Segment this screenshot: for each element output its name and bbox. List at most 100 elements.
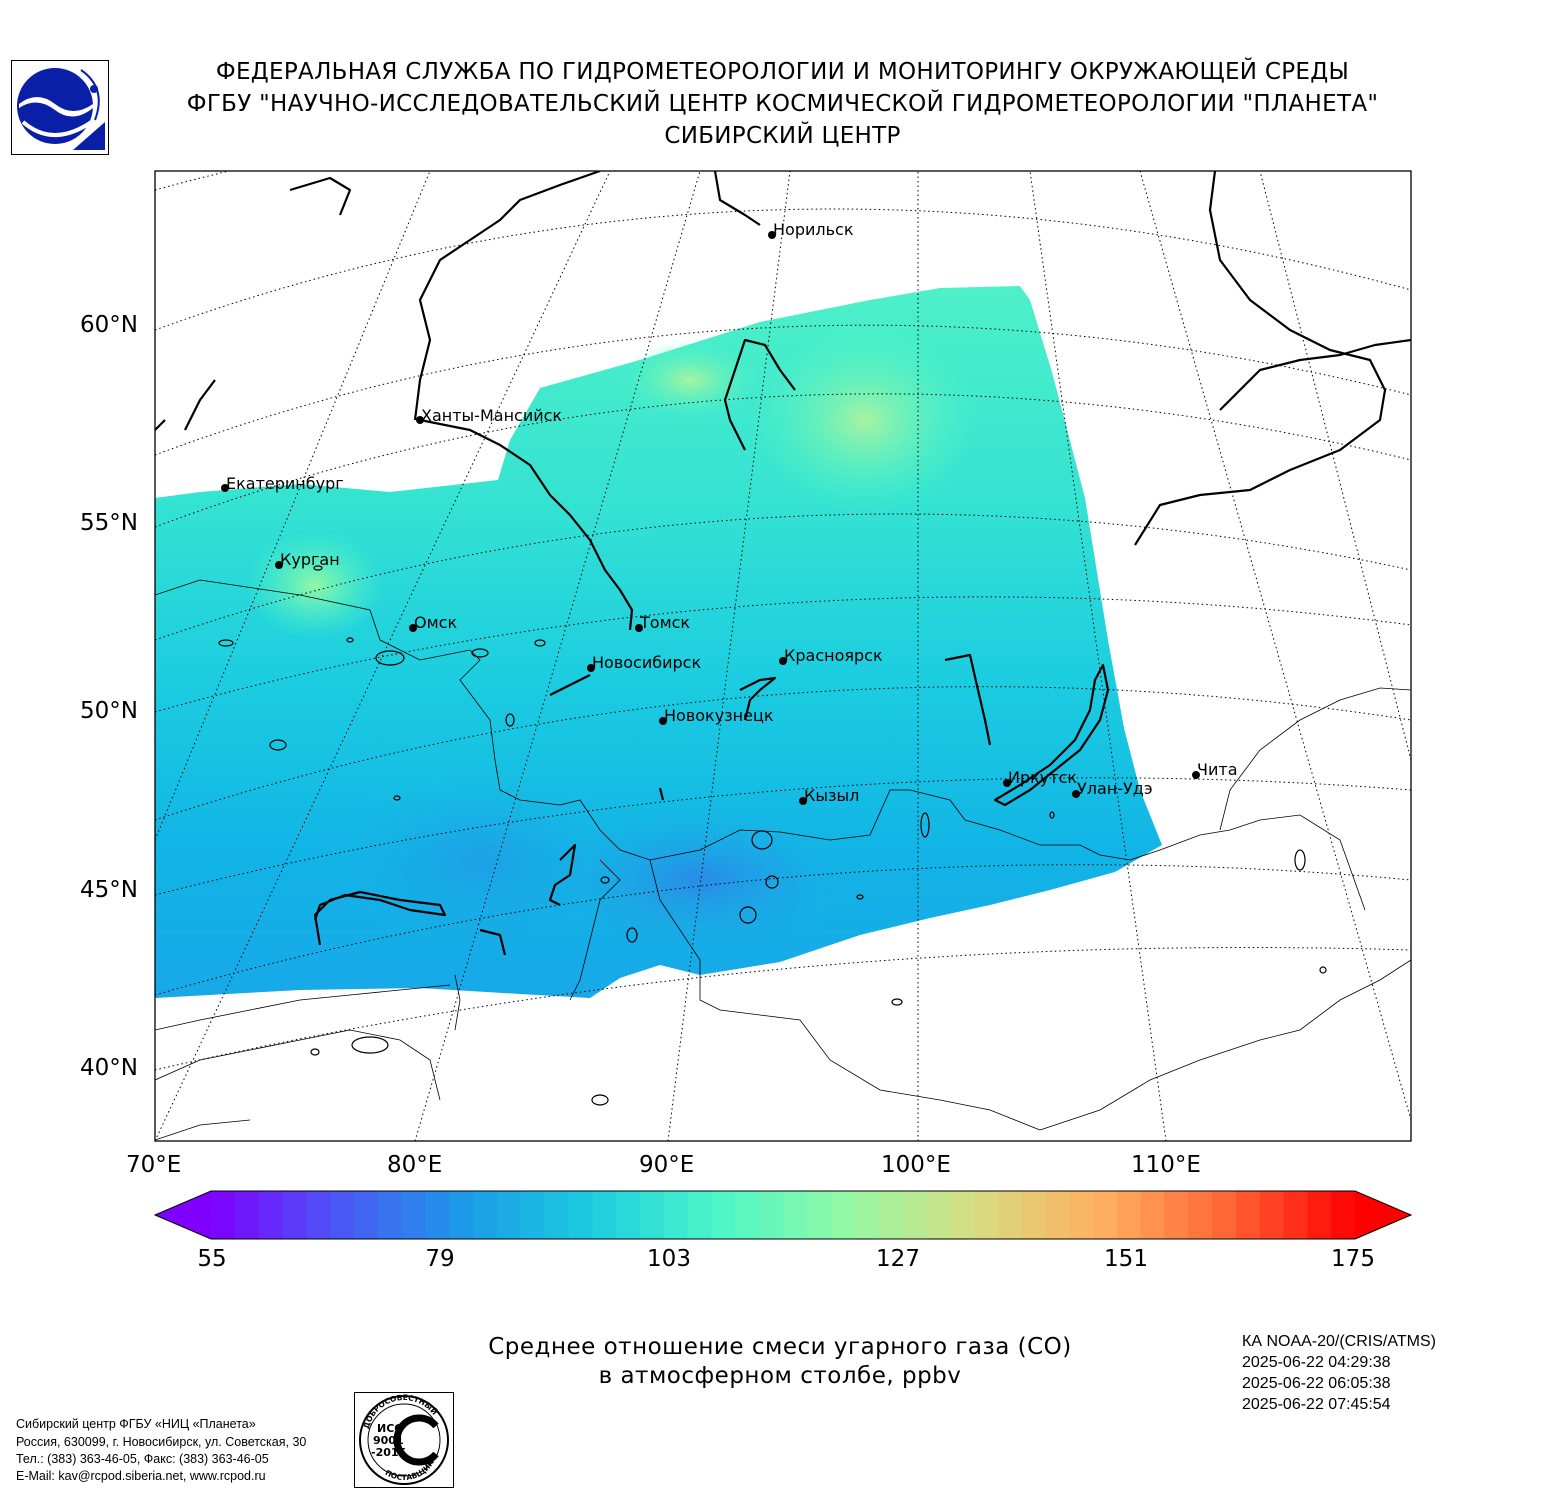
city-dot-omsk xyxy=(409,624,417,632)
colorbar-segment xyxy=(735,1191,760,1239)
city-label-ulan-ude: Улан-Удэ xyxy=(1077,779,1153,798)
colorbar-outline xyxy=(153,1190,1413,1240)
colorbar-min-extend xyxy=(155,1191,211,1239)
colorbar-segment xyxy=(783,1191,808,1239)
city-dot-krasnoyarsk xyxy=(779,657,787,665)
colorbar-segment xyxy=(663,1191,689,1239)
city-label-kurgan: Курган xyxy=(280,550,340,569)
footer-address: Россия, 630099, г. Новосибирск, ул. Сове… xyxy=(16,1435,307,1449)
colorbar-segment xyxy=(1116,1191,1142,1239)
iso-badge-line2: 9001 xyxy=(373,1434,404,1447)
institute-title: ФГБУ "НАУЧНО-ИССЛЕДОВАТЕЛЬСКИЙ ЦЕНТР КОС… xyxy=(186,91,1379,117)
colorbar-segment xyxy=(473,1191,498,1239)
colorbar-segment xyxy=(854,1191,879,1239)
satellite-name: КА NOAA-20/(CRIS/ATMS) xyxy=(1242,1333,1436,1350)
colorbar-segment xyxy=(973,1191,999,1239)
co-mixing-ratio-map: Норильск Ханты-Мансийск Екатеринбург Кур… xyxy=(153,170,1413,1240)
lon-label-90: 90°E xyxy=(639,1152,695,1178)
city-markers: Норильск Ханты-Мансийск Екатеринбург Кур… xyxy=(221,220,1238,805)
lon-label-80: 80°E xyxy=(387,1152,443,1178)
colorbar-segment xyxy=(330,1191,355,1239)
colorbar-segment xyxy=(1283,1191,1308,1239)
colorbar-tick-103: 103 xyxy=(647,1246,691,1272)
city-label-novosibirsk: Новосибирск xyxy=(592,653,701,672)
colorbar-segment xyxy=(425,1191,450,1239)
city-dot-tomsk xyxy=(635,624,643,632)
colorbar-segment xyxy=(1021,1191,1046,1239)
colorbar-segment xyxy=(354,1191,379,1239)
colorbar-segment xyxy=(306,1191,331,1239)
city-label-kyzyl: Кызыл xyxy=(804,786,859,805)
colorbar-segment xyxy=(616,1191,641,1239)
city-dot-kyzyl xyxy=(799,797,807,805)
pass-time-1: 2025-06-22 04:29:38 xyxy=(1242,1354,1391,1371)
colorbar-tick-55: 55 xyxy=(197,1246,227,1272)
colorbar-segment xyxy=(687,1191,713,1239)
colorbar-segment xyxy=(1307,1191,1332,1239)
map-caption-line2: в атмосферном столбе, ppbv xyxy=(598,1363,962,1389)
city-label-norilsk: Норильск xyxy=(773,220,854,239)
colorbar-segment xyxy=(1140,1191,1165,1239)
colorbar-segment xyxy=(258,1191,284,1239)
city-dot-norilsk xyxy=(768,231,776,239)
colorbar-tick-175: 175 xyxy=(1331,1246,1375,1272)
pass-time-3: 2025-06-22 07:45:54 xyxy=(1242,1396,1391,1413)
city-dot-yekaterinburg xyxy=(221,484,229,492)
colorbar-tick-79: 79 xyxy=(425,1246,455,1272)
colorbar-segment xyxy=(806,1191,832,1239)
colorbar-segment xyxy=(1188,1191,1213,1239)
city-label-yekaterinburg: Екатеринбург xyxy=(226,474,344,493)
city-label-tomsk: Томск xyxy=(639,613,690,632)
footer-email: E-Mail: kav@rcpod.siberia.net, www.rcpod… xyxy=(16,1469,266,1483)
colorbar-segment xyxy=(949,1191,975,1239)
colorbar-segment xyxy=(377,1191,403,1239)
city-dot-ulan-ude xyxy=(1072,790,1080,798)
colorbar-segment xyxy=(401,1191,427,1239)
lat-label-50: 50°N xyxy=(80,698,138,724)
city-label-omsk: Омск xyxy=(414,613,457,632)
colorbar-segment xyxy=(759,1191,784,1239)
city-label-krasnoyarsk: Красноярск xyxy=(784,646,883,665)
colorbar-segment xyxy=(640,1191,665,1239)
lon-label-110: 110°E xyxy=(1131,1152,1201,1178)
colorbar-segment xyxy=(1235,1191,1261,1239)
colorbar-segment xyxy=(234,1191,260,1239)
agency-title: ФЕДЕРАЛЬНАЯ СЛУЖБА ПО ГИДРОМЕТЕОРОЛОГИИ … xyxy=(215,59,1350,85)
colorbar xyxy=(153,1190,1413,1240)
colorbar-segment xyxy=(592,1191,617,1239)
colorbar-segment xyxy=(1092,1191,1118,1239)
colorbar-segment xyxy=(1045,1191,1070,1239)
city-dot-novokuznetsk xyxy=(659,717,667,725)
colorbar-tick-127: 127 xyxy=(876,1246,920,1272)
colorbar-segment xyxy=(1212,1191,1237,1239)
iso-9001-badge-icon: ДОБРОСОВЕСТНЫЙ ПОСТАВЩИК ИСО 9001 -2015 xyxy=(354,1392,454,1488)
city-label-irkutsk: Иркутск xyxy=(1008,768,1077,787)
colorbar-segment xyxy=(1259,1191,1285,1239)
colorbar-segment xyxy=(997,1191,1022,1239)
lat-label-45: 45°N xyxy=(80,877,138,903)
city-dot-khanty-mansiysk xyxy=(416,416,424,424)
city-dot-chita xyxy=(1192,771,1200,779)
city-dot-kurgan xyxy=(275,561,283,569)
colorbar-segment xyxy=(1069,1191,1094,1239)
pass-time-2: 2025-06-22 06:05:38 xyxy=(1242,1375,1391,1392)
iso-badge-line1: ИСО xyxy=(377,1422,404,1435)
footer-org: Сибирский центр ФГБУ «НИЦ «Планета» xyxy=(16,1417,256,1431)
colorbar-tick-151: 151 xyxy=(1104,1246,1148,1272)
footer-phone: Тел.: (383) 363-46-05, Факс: (383) 363-4… xyxy=(16,1452,269,1466)
colorbar-segment xyxy=(282,1191,307,1239)
lat-label-60: 60°N xyxy=(80,312,138,338)
map-caption-line1: Среднее отношение смеси угарного газа (C… xyxy=(488,1334,1072,1360)
colorbar-segment xyxy=(544,1191,570,1239)
colorbar-max-extend xyxy=(1355,1191,1411,1239)
lat-label-40: 40°N xyxy=(80,1055,138,1081)
city-dot-novosibirsk xyxy=(587,664,595,672)
city-label-chita: Чита xyxy=(1197,760,1238,779)
city-label-novokuznetsk: Новокузнецк xyxy=(664,706,774,725)
colorbar-segment xyxy=(926,1191,951,1239)
colorbar-segment xyxy=(711,1191,736,1239)
colorbar-segment xyxy=(520,1191,546,1239)
city-dot-irkutsk xyxy=(1003,779,1011,787)
roshydromet-logo-icon xyxy=(11,60,109,155)
map-frame xyxy=(154,170,1412,1142)
